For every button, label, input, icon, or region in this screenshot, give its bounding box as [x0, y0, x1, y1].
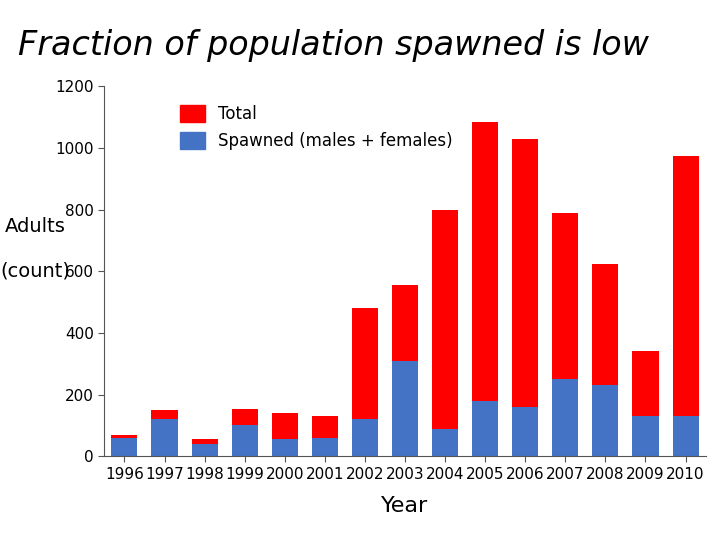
- Bar: [552, 379, 578, 456]
- Bar: [352, 308, 378, 419]
- Bar: [552, 213, 578, 379]
- Bar: [472, 401, 498, 456]
- Bar: [632, 352, 659, 416]
- X-axis label: Year: Year: [382, 496, 428, 516]
- Bar: [672, 156, 698, 416]
- Bar: [392, 285, 418, 361]
- Text: Adults: Adults: [5, 218, 66, 237]
- Bar: [632, 416, 659, 456]
- Bar: [112, 435, 138, 438]
- Bar: [312, 438, 338, 456]
- Bar: [593, 264, 618, 386]
- Bar: [432, 429, 458, 456]
- Bar: [192, 440, 217, 444]
- Bar: [432, 210, 458, 429]
- Legend: Total, Spawned (males + females): Total, Spawned (males + females): [173, 98, 459, 157]
- Bar: [151, 410, 178, 419]
- Bar: [112, 438, 138, 456]
- Text: (count): (count): [0, 262, 71, 281]
- Bar: [151, 419, 178, 456]
- Bar: [232, 426, 258, 456]
- Bar: [271, 440, 298, 456]
- Bar: [192, 444, 217, 456]
- Bar: [593, 386, 618, 456]
- Bar: [512, 407, 539, 456]
- Bar: [312, 416, 338, 438]
- Bar: [672, 416, 698, 456]
- Bar: [271, 413, 298, 440]
- Bar: [472, 122, 498, 401]
- Bar: [232, 409, 258, 426]
- Text: Fraction of population spawned is low: Fraction of population spawned is low: [18, 29, 649, 62]
- Bar: [352, 419, 378, 456]
- Bar: [512, 139, 539, 407]
- Bar: [392, 361, 418, 456]
